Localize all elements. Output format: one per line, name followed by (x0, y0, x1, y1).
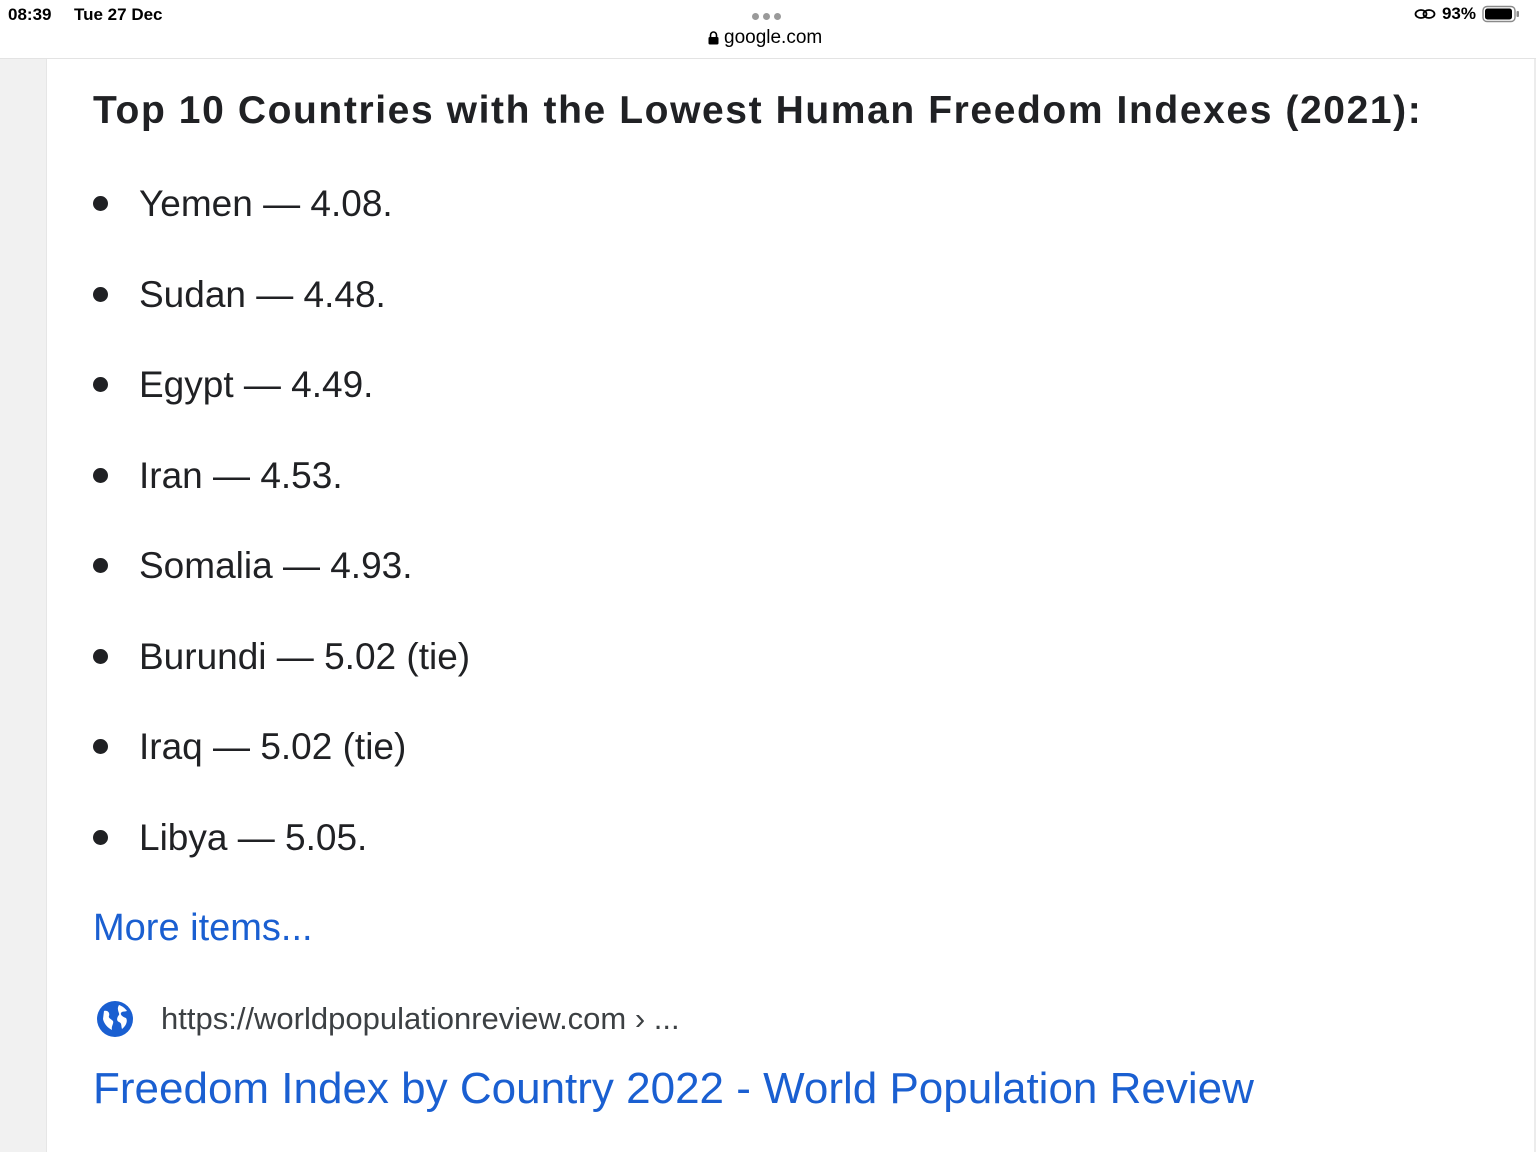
more-items-link[interactable]: More items... (93, 907, 313, 949)
bullet-icon (93, 829, 108, 845)
bullet-icon (93, 648, 108, 664)
result-title-link[interactable]: Freedom Index by Country 2022 - World Po… (93, 1064, 1254, 1113)
list-item-text: Iraq — 5.02 (tie) (139, 726, 407, 767)
list-item-text: Iran — 4.53. (139, 454, 343, 496)
scroll-edge (1534, 59, 1536, 1152)
status-time: 08:39 (8, 5, 52, 24)
source-url: https://worldpopulationreview.com › ... (161, 1001, 680, 1036)
status-bar: 08:39 Tue 27 Dec google.com 93% (0, 0, 1536, 59)
battery-icon (1482, 5, 1519, 23)
lock-icon (708, 31, 719, 45)
status-date: Tue 27 Dec (74, 5, 163, 24)
result-source[interactable]: https://worldpopulationreview.com › ... (95, 999, 680, 1039)
address-bar[interactable]: google.com (708, 27, 822, 49)
status-indicators: 93% (1414, 4, 1520, 24)
more-dots-icon[interactable] (752, 13, 781, 20)
globe-icon (97, 1001, 133, 1037)
list-item-text: Somalia — 4.93. (139, 545, 413, 586)
bullet-icon (93, 739, 108, 754)
list-item-text: Egypt — 4.49. (139, 364, 374, 405)
bullet-icon (93, 377, 108, 392)
list-item-text: Yemen — 4.08. (139, 183, 393, 224)
link-icon (1414, 9, 1436, 19)
list-item-text: Sudan — 4.48. (139, 273, 386, 315)
url-text: google.com (724, 27, 823, 48)
bullet-icon (93, 196, 108, 211)
sidebar-gutter (0, 59, 47, 1152)
list-item-text: Libya — 5.05. (139, 816, 368, 858)
bullet-icon (93, 558, 108, 573)
snippet-heading: Top 10 Countries with the Lowest Human F… (93, 89, 1423, 132)
bullet-icon (93, 286, 108, 302)
bullet-icon (93, 467, 108, 483)
list-item-text: Burundi — 5.02 (tie) (139, 635, 471, 677)
battery-percent: 93% (1441, 4, 1476, 23)
